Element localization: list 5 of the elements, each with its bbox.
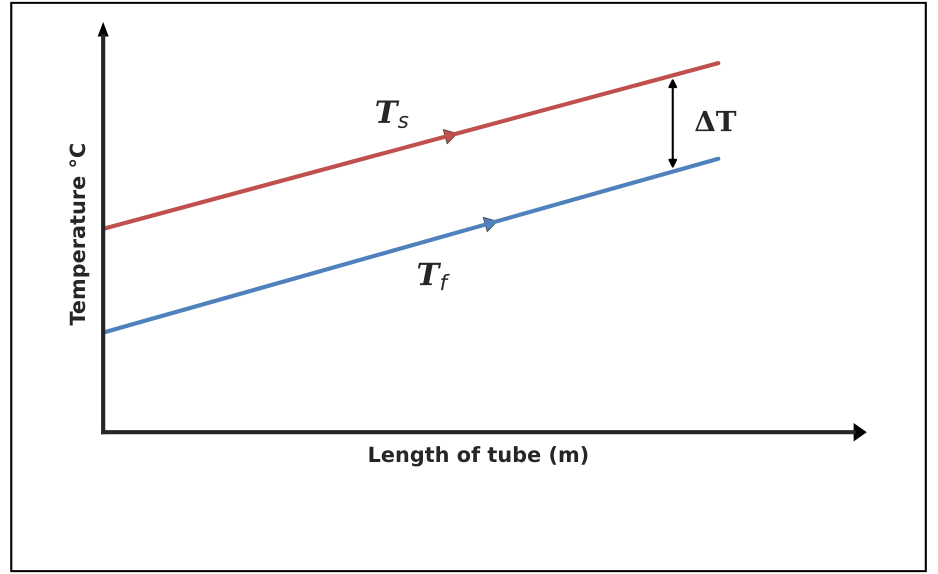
y-axis-title: Temperature °C: [69, 144, 90, 326]
annotation: ΔT: [695, 110, 736, 132]
annotation: T$_{f}$: [418, 262, 450, 290]
annotation: T$_{s}$: [376, 100, 408, 128]
x-axis-title: Length of tube (m): [369, 446, 588, 466]
